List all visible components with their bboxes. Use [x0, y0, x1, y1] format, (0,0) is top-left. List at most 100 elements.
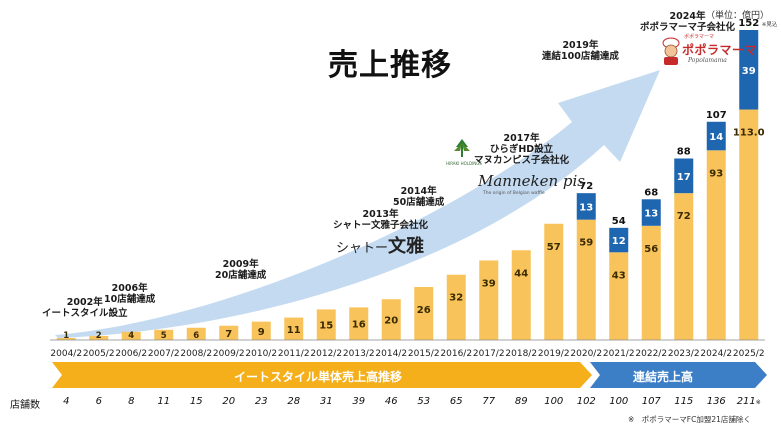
bar-base-label: 1	[63, 331, 69, 341]
bar-base-2022/2	[641, 225, 661, 340]
band-left-label: イートスタイル単体売上高推移	[234, 370, 403, 384]
x-tick-label: 2011/2	[278, 349, 310, 359]
store-count-value: 15	[189, 396, 203, 407]
bar-total-label: 72	[579, 181, 593, 192]
x-tick-label: 2010/2	[245, 349, 277, 359]
bar-added-label: 14	[709, 132, 723, 143]
milestone-text: マヌカンピス子会社化	[474, 155, 570, 166]
logo-text: シャトー	[336, 241, 389, 256]
milestone-2019: 2019年 連結100店舗達成	[542, 40, 619, 62]
x-tick-label: 2020/2	[570, 349, 602, 359]
milestone-year: 2014年	[400, 186, 437, 197]
x-tick-label: 2006/2	[115, 349, 147, 359]
x-tick-label: 2021/2	[603, 349, 635, 359]
milestone-text: ひらぎHD設立	[489, 144, 554, 155]
store-count-value: 23	[254, 396, 268, 407]
hiraki-logo-text: HIRAKI HOLDINGS	[446, 161, 482, 166]
milestone-text: 20店舗達成	[215, 270, 267, 281]
bar-base-label: 5	[161, 331, 167, 341]
bar-total-label: 88	[677, 146, 691, 157]
bar-base-2024/2	[706, 150, 726, 340]
milestone-year: 2006年	[111, 283, 148, 294]
bar-base-2020/2	[576, 219, 596, 340]
x-tick-label: 2016/2	[440, 349, 472, 359]
milestone-text: シャトー文雅子会社化	[333, 220, 429, 231]
store-count-value: 100	[544, 396, 564, 407]
milestone-2013: 2013年 シャトー文雅子会社化	[333, 209, 428, 231]
bar-base-label: 39	[482, 278, 496, 289]
milestone-text: 10店舗達成	[104, 294, 156, 305]
store-count-value: 89	[514, 396, 528, 407]
bar-base-label: 26	[417, 305, 431, 316]
bar-base-label: 44	[514, 268, 528, 279]
store-count-value: 211※	[736, 396, 761, 407]
milestone-2024: 2024年 ポポラマーマ子会社化	[640, 11, 735, 33]
bar-base-2011/2	[284, 317, 304, 340]
store-count-value: 115	[674, 396, 694, 407]
manneken-pis-logo: Manneken pis	[478, 172, 585, 190]
bar-base-2007/2	[154, 329, 174, 340]
chart-title: 売上推移	[328, 48, 452, 83]
bar-base-label: 9	[258, 327, 265, 338]
store-count-value: 53	[417, 396, 431, 407]
bar-base-label: 93	[709, 168, 723, 179]
popolamama-logo-small: ポポラマーマ	[684, 34, 715, 40]
store-count-value: 28	[287, 396, 301, 407]
x-tick-label: 2017/2	[473, 349, 505, 359]
store-count-value: 46	[384, 396, 398, 407]
bar-base-2013/2	[349, 307, 369, 340]
shato-bunga-logo: シャトー文雅	[336, 232, 424, 258]
popolamama-logo: ポポラマーマ	[682, 43, 758, 57]
popolamama-logo-sub: Popolamama	[688, 57, 727, 64]
bar-added-2023/2	[674, 158, 694, 194]
bar-added-label: 39	[742, 66, 756, 77]
milestone-2014: 2014年 50店舗達成	[393, 186, 444, 208]
store-count-value: 65	[449, 396, 463, 407]
band-left	[52, 362, 592, 388]
bar-base-label: 57	[547, 242, 561, 253]
milestone-2006: 2006年 10店舗達成	[104, 283, 155, 305]
x-tick-label: 2014/2	[375, 349, 407, 359]
bar-base-2006/2	[121, 331, 141, 340]
store-count-value: 20	[222, 396, 236, 407]
x-tick-label: 2007/2	[148, 349, 180, 359]
bar-base-label: 43	[612, 270, 626, 281]
bar-base-2017/2	[479, 260, 499, 340]
bar-total-note: ※見込	[762, 20, 778, 28]
bar-base-label: 20	[384, 316, 398, 327]
bar-base-label: 72	[677, 211, 691, 222]
band-right	[590, 362, 767, 388]
bar-base-label: 7	[225, 329, 232, 340]
logo-kanji: 文雅	[388, 236, 425, 257]
x-tick-label: 2022/2	[635, 349, 667, 359]
store-count-value: 6	[95, 396, 102, 407]
hiraki-leaf-icon	[454, 139, 470, 157]
bar-base-2023/2	[674, 193, 694, 340]
bar-base-label: 56	[644, 244, 658, 255]
bar-base-2004/2	[56, 337, 76, 340]
bar-added-label: 12	[612, 236, 626, 247]
milestone-text: 50店舗達成	[393, 197, 445, 208]
bar-base-2008/2	[186, 327, 206, 340]
bar-total-label: 54	[612, 216, 626, 227]
bar-base-2014/2	[381, 299, 401, 340]
bar-added-label: 17	[677, 172, 691, 183]
store-count-label: 店舗数	[10, 400, 40, 411]
store-count-value: 4	[63, 396, 70, 407]
band-right-label: 連結売上高	[633, 370, 694, 384]
milestone-2017: 2017年 ひらぎHD設立 マヌカンピス子会社化	[474, 133, 569, 166]
bar-added-2024/2	[706, 121, 726, 151]
bar-base-label: 59	[579, 238, 593, 249]
x-tick-label: 2012/2	[310, 349, 342, 359]
store-count-value: 107	[641, 396, 661, 407]
x-tick-label: 2015/2	[408, 349, 440, 359]
bar-added-2022/2	[641, 199, 661, 226]
store-count-value: 77	[482, 396, 496, 407]
bar-base-2025/2	[739, 109, 759, 340]
bar-base-2016/2	[446, 274, 466, 340]
bar-base-2021/2	[609, 252, 629, 340]
store-count-value: 39	[352, 396, 366, 407]
bar-base-label: 4	[128, 331, 134, 341]
